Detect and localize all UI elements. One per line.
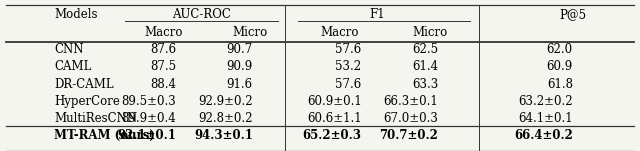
Text: 62.0: 62.0	[547, 43, 573, 56]
Text: Macro: Macro	[320, 26, 358, 39]
Text: 70.7±0.2: 70.7±0.2	[380, 129, 438, 142]
Text: Micro: Micro	[232, 26, 268, 39]
Text: 92.8±0.2: 92.8±0.2	[198, 112, 253, 125]
Text: DR-CAML: DR-CAML	[54, 77, 114, 91]
Text: Micro: Micro	[412, 26, 448, 39]
Text: 90.9: 90.9	[227, 60, 253, 73]
Text: 87.6: 87.6	[150, 43, 176, 56]
Text: 57.6: 57.6	[335, 43, 362, 56]
Text: 89.9±0.4: 89.9±0.4	[121, 112, 176, 125]
Text: 92.1±0.1: 92.1±0.1	[117, 129, 176, 142]
Text: F1: F1	[370, 8, 385, 21]
Text: 92.9±0.2: 92.9±0.2	[198, 95, 253, 108]
Text: 57.6: 57.6	[335, 77, 362, 91]
Text: 90.7: 90.7	[227, 43, 253, 56]
Text: 89.5±0.3: 89.5±0.3	[121, 95, 176, 108]
Text: 65.2±0.3: 65.2±0.3	[303, 129, 362, 142]
Text: Macro: Macro	[144, 26, 182, 39]
Text: Models: Models	[54, 8, 98, 21]
Text: AUC-ROC: AUC-ROC	[172, 8, 231, 21]
Text: 62.5: 62.5	[412, 43, 438, 56]
Text: 67.0±0.3: 67.0±0.3	[383, 112, 438, 125]
Text: MultiResCNN: MultiResCNN	[54, 112, 138, 125]
Text: 64.1±0.1: 64.1±0.1	[518, 112, 573, 125]
Text: 66.3±0.1: 66.3±0.1	[383, 95, 438, 108]
Text: 60.9±0.1: 60.9±0.1	[307, 95, 362, 108]
Text: 66.4±0.2: 66.4±0.2	[514, 129, 573, 142]
Text: MT-RAM (ours): MT-RAM (ours)	[54, 129, 156, 142]
Text: 53.2: 53.2	[335, 60, 362, 73]
Text: 87.5: 87.5	[150, 60, 176, 73]
Text: 63.2±0.2: 63.2±0.2	[518, 95, 573, 108]
Text: 60.6±1.1: 60.6±1.1	[307, 112, 362, 125]
Text: CNN: CNN	[54, 43, 84, 56]
Text: HyperCore: HyperCore	[54, 95, 120, 108]
Text: CAML: CAML	[54, 60, 92, 73]
Text: 88.4: 88.4	[150, 77, 176, 91]
Text: 60.9: 60.9	[547, 60, 573, 73]
Text: P@5: P@5	[559, 8, 586, 21]
Text: 63.3: 63.3	[412, 77, 438, 91]
Text: 91.6: 91.6	[227, 77, 253, 91]
Text: 61.4: 61.4	[412, 60, 438, 73]
Text: 61.8: 61.8	[547, 77, 573, 91]
Text: 94.3±0.1: 94.3±0.1	[194, 129, 253, 142]
